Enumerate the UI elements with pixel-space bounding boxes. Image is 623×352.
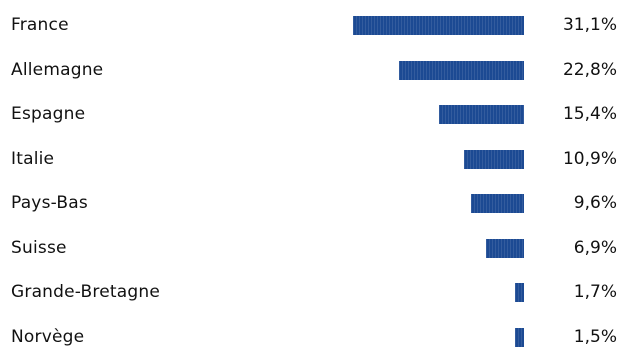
bar	[439, 105, 524, 124]
bar-row: Allemagne 22,8%	[0, 55, 623, 85]
horizontal-bar-chart: France 31,1% Allemagne 22,8% Espagne 15,4% Ita…	[0, 10, 623, 347]
bar	[515, 327, 524, 347]
category-label: Suisse	[11, 237, 67, 258]
bar	[353, 16, 524, 35]
category-label: Espagne	[11, 104, 86, 124]
category-label: Norvège	[11, 326, 85, 347]
category-label: Allemagne	[11, 59, 104, 80]
value-label: 22,8%	[562, 59, 617, 80]
category-label: Italie	[11, 148, 55, 169]
value-label: 31,1%	[562, 15, 617, 35]
bar-row: Norvège 1,5%	[0, 322, 623, 352]
bar-row: Espagne 15,4%	[0, 99, 623, 129]
category-label: Grande-Bretagne	[11, 282, 160, 302]
bar-row: Suisse 6,9%	[0, 233, 623, 263]
bar	[464, 149, 524, 169]
category-label: France	[11, 15, 69, 35]
category-label: Pays-Bas	[11, 193, 88, 213]
value-label: 10,9%	[562, 148, 617, 169]
bar	[471, 194, 524, 213]
bar-row: Pays-Bas 9,6%	[0, 188, 623, 218]
value-label: 9,6%	[573, 193, 617, 213]
value-label: 1,5%	[573, 326, 617, 347]
bar-row: France 31,1%	[0, 10, 623, 40]
bar-row: Grande-Bretagne 1,7%	[0, 277, 623, 307]
bar	[486, 238, 524, 258]
bar-row: Italie 10,9%	[0, 144, 623, 174]
value-label: 1,7%	[573, 282, 617, 302]
bar	[398, 60, 524, 80]
bar	[514, 283, 524, 302]
value-label: 6,9%	[573, 237, 617, 258]
value-label: 15,4%	[562, 104, 617, 124]
